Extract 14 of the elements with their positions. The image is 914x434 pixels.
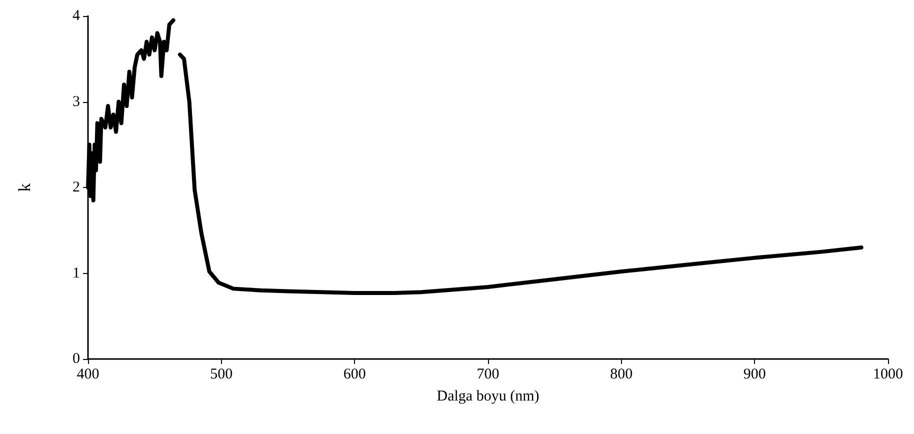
x-tick-label: 700: [476, 366, 500, 382]
x-tick-label: 1000: [873, 366, 903, 382]
y-tick-label: 3: [72, 94, 80, 110]
x-tick-label: 900: [743, 366, 766, 382]
y-tick-label: 2: [72, 180, 80, 196]
x-tick-label: 800: [610, 366, 633, 382]
x-axis-title: Dalga boyu (nm): [436, 388, 540, 404]
x-tick-label: 600: [343, 366, 366, 382]
y-tick-label: 0: [72, 351, 80, 367]
x-tick-label: 500: [210, 366, 233, 382]
y-tick-label: 4: [72, 8, 80, 24]
x-tick-label: 400: [76, 366, 100, 382]
y-axis-title: k: [15, 182, 34, 192]
y-tick-label: 1: [72, 265, 80, 282]
